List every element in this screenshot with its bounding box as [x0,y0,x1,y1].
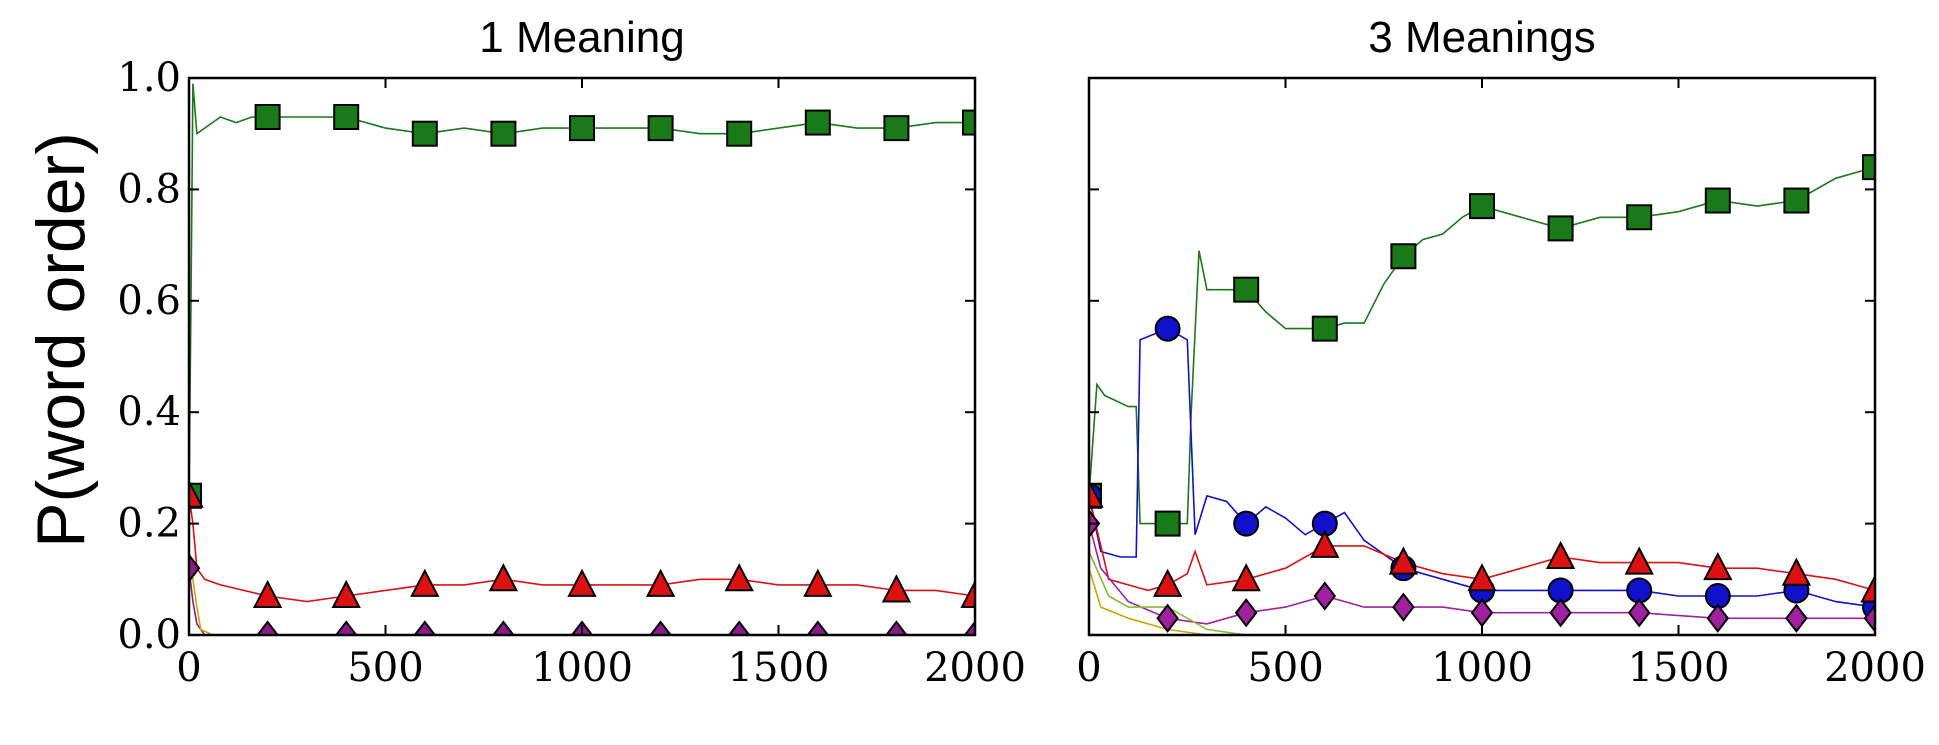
data-point-0 [1469,193,1495,220]
data-point-1 [803,568,833,597]
data-point-0 [1390,243,1417,270]
data-point-2 [1089,479,1104,508]
data-point-1 [567,568,597,597]
data-point-2 [649,620,672,635]
y-tick-label: 0.0 [117,612,181,658]
x-tick-label: 500 [1247,645,1323,691]
x-tick-label: 1500 [728,645,830,691]
data-point-0 [1547,215,1574,242]
data-point-1 [331,579,361,609]
series-line-3 [1089,523,1875,625]
plot-frame [187,76,977,637]
y-tick-label: 1.0 [117,55,181,101]
data-point-1 [1233,510,1260,537]
data-point-1 [645,568,676,597]
data-point-3 [1863,603,1875,633]
x-tick-label: 1500 [1628,645,1730,691]
data-point-2 [1703,551,1733,581]
data-point-2 [1467,563,1497,592]
y-tick-label: 0.2 [117,501,181,547]
data-point-3 [1234,598,1258,628]
data-point-2 [189,553,201,583]
data-point-2 [963,620,975,635]
data-point-3 [1627,598,1651,628]
data-point-1 [488,563,519,592]
panel-1-meaning: 1 Meaning 0 500 1000 1500 2000 0.0 0.2 0.4 0.6 0.8… [117,13,1026,691]
series-line-0 [1089,166,1875,525]
data-point-3 [1785,603,1808,633]
data-point-1 [1154,315,1181,342]
data-point-0 [962,109,975,136]
data-point-1 [252,579,283,609]
data-point-0 [647,115,674,142]
data-point-2 [1781,557,1812,586]
data-point-1 [724,563,754,592]
data-point-2 [1388,546,1419,575]
data-point-2 [727,620,751,635]
data-point-1 [189,479,204,508]
data-point-0 [883,115,910,142]
data-point-3 [1156,603,1179,633]
data-point-2 [256,620,279,635]
series-line-0 [189,83,975,496]
data-point-0 [569,115,595,142]
y-tick-label: 0.6 [117,278,181,324]
data-point-3 [1706,603,1730,633]
data-point-2 [1624,546,1654,575]
panel-3-meanings: 3 Meanings 0 500 1000 1500 2000 [1076,13,1926,691]
data-point-2 [1545,540,1576,570]
x-tick-label: 1000 [1431,645,1533,691]
data-point-0 [1704,187,1731,214]
y-axis-label: P(word order) [23,132,99,548]
data-point-0 [254,103,281,130]
data-point-3 [1392,592,1415,622]
x-tick-label: 0 [1076,645,1101,691]
data-point-3 [1470,598,1494,628]
data-point-2 [1310,529,1340,558]
y-tick-label: 0.8 [117,166,181,212]
data-point-2 [492,620,515,635]
x-tick-label: 1000 [531,645,633,691]
panel-title: 1 Meaning [479,13,684,62]
data-point-2 [806,620,830,635]
series-line-4 [1089,551,1875,635]
data-point-2 [1860,574,1875,603]
data-point-2 [334,620,358,635]
data-point-0 [411,120,438,147]
data-point-1 [960,579,975,609]
x-tick-label: 0 [176,645,201,691]
x-tick-label: 2000 [924,645,1026,691]
data-point-0 [1233,276,1260,303]
data-point-2 [885,620,908,635]
data-point-0 [490,120,517,147]
x-tick-label: 2000 [1824,645,1926,691]
data-point-2 [413,620,437,635]
data-point-0 [1783,187,1810,214]
y-tick-label: 0.4 [117,389,181,435]
data-point-0 [333,103,360,130]
data-point-0 [726,120,753,147]
data-point-1 [410,568,440,597]
data-point-0 [1154,510,1181,537]
series-line-2 [189,568,975,635]
data-point-3 [1549,598,1572,628]
data-point-0 [804,109,831,136]
data-point-2 [1152,568,1183,597]
data-point-0 [1862,154,1875,181]
data-point-0 [1311,315,1338,342]
data-point-1 [881,574,912,603]
panel-title: 3 Meanings [1368,13,1595,62]
plot-frame [1087,76,1877,637]
data-point-0 [1626,204,1653,231]
x-tick-label: 500 [347,645,423,691]
data-point-2 [1231,563,1261,592]
data-point-3 [1313,581,1337,611]
